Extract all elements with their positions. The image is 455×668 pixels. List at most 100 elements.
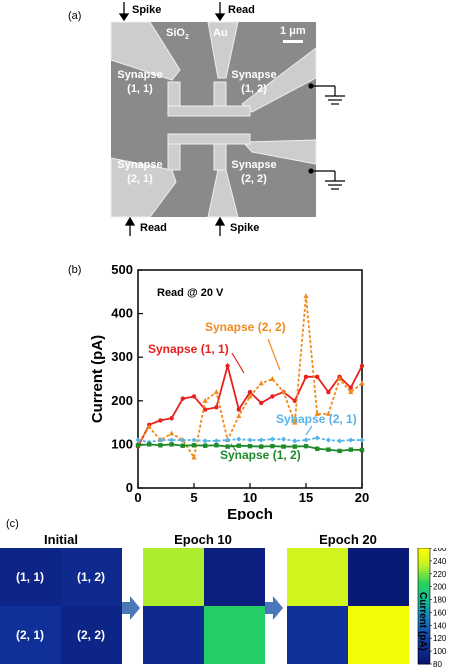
label-read-top: Read [228,4,255,16]
colorbar-segment [418,553,430,557]
heatmap-1-cell-2-2 [61,606,122,664]
colorbar-tick-label: 180 [433,596,447,605]
colorbar-segment [418,561,430,564]
colorbar-tick-label: 140 [433,621,447,630]
colorbar-segment [418,650,430,653]
data-point [270,394,275,399]
data-point [326,389,331,395]
data-point [303,443,309,449]
data-point [236,443,241,448]
data-point [303,437,309,443]
heatmap-1-cell-2-1 [0,606,61,664]
label-synapse-1-2: Synapse (1, 2) [231,69,277,95]
colorbar-segment [418,549,430,553]
colorbar-segment [418,648,430,651]
series-label-pointer [230,443,237,452]
colorbar-segment [418,613,430,617]
data-point [214,443,219,448]
data-point [225,363,230,369]
data-point [303,374,309,380]
data-point [359,363,365,369]
heatmap-panel: 260 240 220 200 180 160 140 120 100 80 [0,548,447,668]
data-point [236,407,241,412]
data-point [269,376,275,381]
data-point [225,444,230,449]
data-point [258,380,264,386]
colorbar-tick-label: 220 [433,570,447,579]
data-point [169,430,175,436]
data-point [213,389,219,395]
data-point [348,447,353,452]
colorbar-segment [418,640,430,644]
colorbar-segment [418,609,430,613]
cell-label-2-2: (2, 2) [76,628,105,642]
electrode-top-center [207,21,239,79]
data-point [202,438,208,444]
data-point [315,446,320,451]
colorbar-segment [418,652,430,655]
data-point [325,437,331,443]
data-point [259,400,264,406]
data-point [203,443,208,448]
data-point [315,374,320,380]
colorbar-segment [418,557,430,561]
data-point [247,393,253,399]
data-point [326,447,331,452]
data-point [314,435,320,441]
data-point [348,437,354,443]
series-label-2: Synapse (2, 2) [205,320,286,334]
data-point [180,443,185,448]
heatmap-3-cell-1-2 [348,548,409,606]
colorbar-segment [418,569,430,572]
data-point [292,398,297,403]
colorbar-tick-label: 100 [433,647,447,656]
colorbar-segment [418,656,430,659]
arrow-spike-top [118,2,130,22]
colorbar-segment [418,586,430,590]
channel-horizontal-top [167,105,251,117]
heatmap-2-cell-1-1 [143,548,204,606]
data-point [191,394,197,399]
colorbar-frame [417,548,431,665]
heatmap-3-cell-2-1 [287,606,348,664]
colorbar-segment [418,588,430,592]
colorbar-segment [418,582,430,586]
electrode-right-upper [241,46,317,113]
label-synapse-2-2: Synapse (2, 2) [231,159,277,185]
data-point [337,438,343,444]
heatmap-title-epoch-20: Epoch 20 [319,532,377,547]
electrode-right-lower [241,139,317,165]
colorbar-segment [418,644,430,648]
colorbar-segment [418,573,430,576]
x-tick-label: 5 [190,490,197,505]
colorbar-segment [418,611,430,615]
data-point [169,442,174,447]
data-point [337,448,342,454]
label-spike-bottom: Spike [230,222,260,234]
colorbar-segment [418,615,430,619]
data-point [180,396,185,401]
label-au: Au [213,27,228,39]
label-scale-bar: 1 μm [280,25,306,37]
colorbar-segment [418,575,430,578]
arrow-right-icon [265,596,283,620]
colorbar-segment [418,580,430,584]
colorbar-segment [418,635,430,638]
colorbar-segment [418,617,430,621]
heatmap-2-cell-2-1 [143,606,204,664]
data-point [359,380,365,386]
heatmap-title-initial: Initial [44,532,78,547]
data-point [191,443,197,448]
colorbar-segment [418,565,430,568]
colorbar-segment [418,551,430,555]
data-point [314,410,320,416]
x-tick-label: 10 [243,490,257,505]
data-point [269,436,275,442]
arrow-read-top [214,2,226,22]
colorbar-segment [418,594,430,597]
colorbar-segment [418,578,430,582]
data-point [236,436,242,442]
data-point [247,389,253,395]
data-point [292,438,298,444]
data-point [191,454,197,460]
